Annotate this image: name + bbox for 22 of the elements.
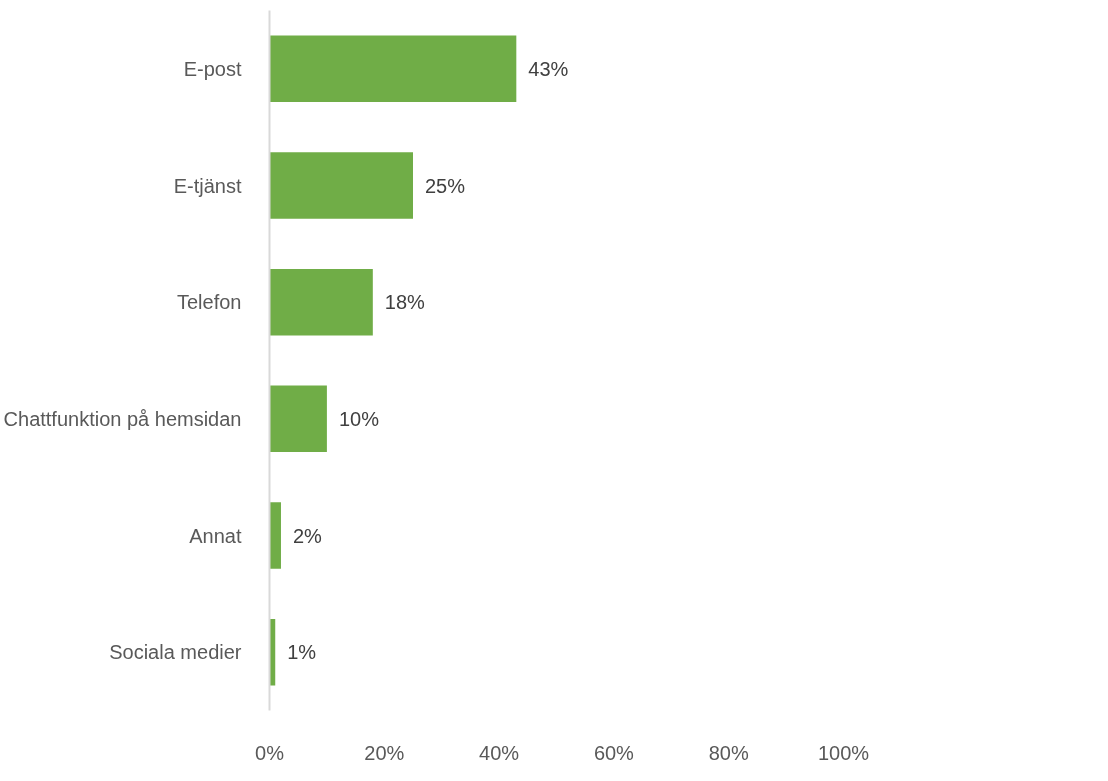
data-label: 2% [292, 524, 323, 547]
x-tick-label: 0% [255, 741, 285, 764]
y-tick-label: Sociala medier [109, 641, 242, 664]
bar [269, 35, 517, 103]
data-label: 18% [384, 291, 426, 314]
bar [269, 152, 413, 219]
x-tick-label: 60% [593, 741, 635, 764]
x-tick-label: 100% [817, 741, 870, 764]
y-tick-label: E-post [183, 57, 242, 80]
y-tick-label: Annat [189, 524, 242, 547]
x-tick-label: 20% [364, 741, 405, 764]
data-label: 25% [425, 174, 466, 197]
x-tick-label: 80% [708, 741, 749, 764]
x-tick-label: 40% [479, 741, 520, 764]
bar [269, 385, 327, 453]
y-tick-label: Telefon [177, 291, 242, 314]
data-label: 43% [528, 57, 569, 80]
data-label: 10% [338, 407, 380, 430]
data-label: 1% [287, 641, 317, 664]
y-tick-label: Chattfunktion på hemsidan [3, 407, 242, 430]
bar [269, 268, 373, 336]
y-tick-label: E-tjänst [173, 174, 242, 197]
